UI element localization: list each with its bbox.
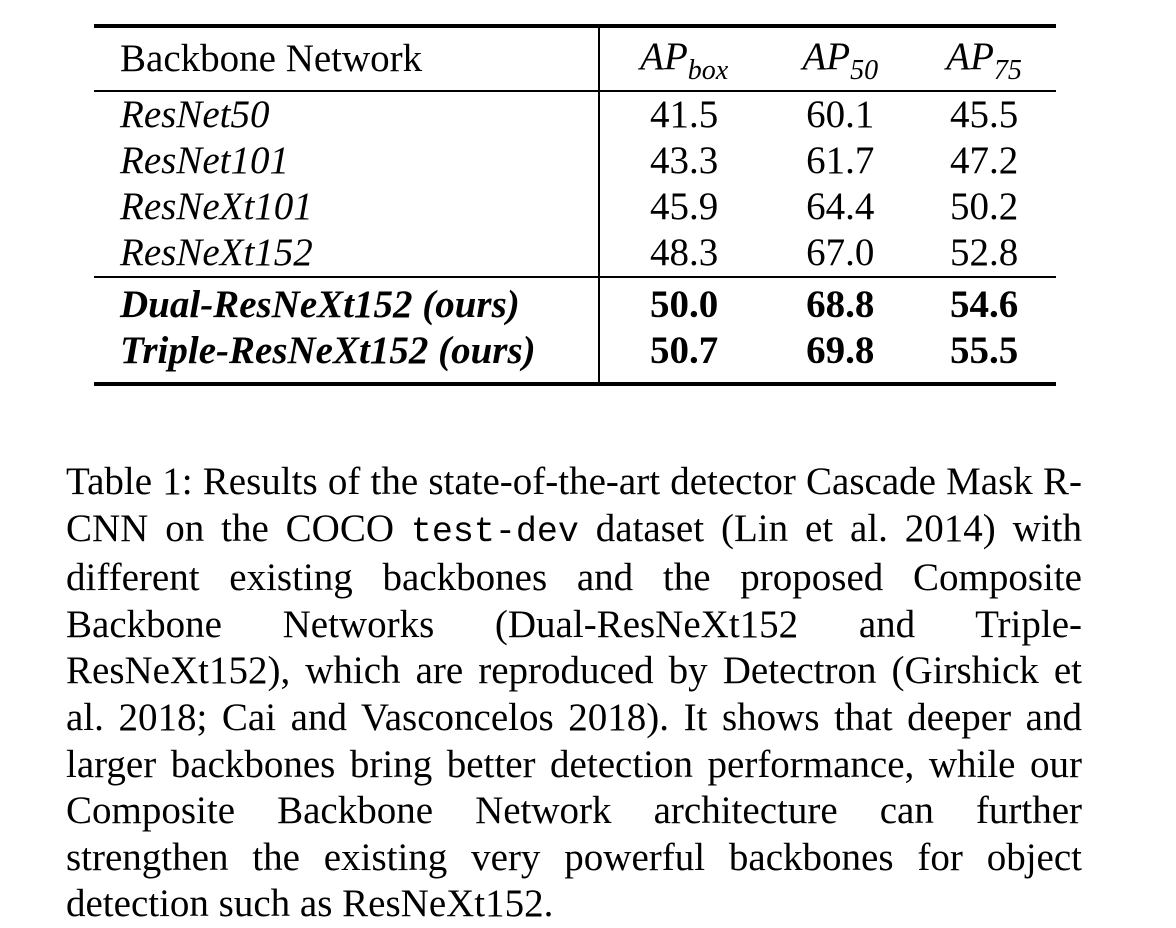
backbone-name: ResNet101 xyxy=(94,138,600,184)
table-row: ResNeXt101 45.9 64.4 50.2 xyxy=(94,184,1056,230)
table-caption: Table 1: Results of the state-of-the-art… xyxy=(66,459,1082,928)
results-table-container: Backbone Network APbox AP50 AP75 ResNet5… xyxy=(94,24,1056,386)
header-ap-50: AP50 xyxy=(768,26,913,92)
ap-75-value: 55.5 xyxy=(949,329,1019,372)
caption-text-part1: Table 1: Results of the state-of-the-art… xyxy=(66,460,1082,550)
ap-box-value: 41.5 xyxy=(650,93,719,136)
ap-50-value: 67.0 xyxy=(768,230,913,278)
backbone-name: ResNeXt101 xyxy=(94,184,600,230)
ap-box-value: 50.0 xyxy=(650,283,719,326)
backbone-name: ResNet50 xyxy=(94,91,600,138)
header-ap-75: AP75 xyxy=(912,26,1056,92)
header-ap-75-base: AP xyxy=(946,35,994,78)
table-row: ResNeXt152 48.3 67.0 52.8 xyxy=(94,230,1056,278)
backbone-name: Dual-ResNeXt152 (ours) xyxy=(94,277,600,328)
ap-50-value: 69.8 xyxy=(806,329,875,372)
ap-75-value: 45.5 xyxy=(949,93,1019,136)
header-ap-box-base: AP xyxy=(640,35,688,78)
backbone-name: Triple-ResNeXt152 (ours) xyxy=(94,328,600,384)
table-row-ours: Triple-ResNeXt152 (ours) 50.7 69.8 55.5 xyxy=(94,328,1056,384)
table-row: ResNet101 43.3 61.7 47.2 xyxy=(94,138,1056,184)
ap-50-value: 60.1 xyxy=(806,93,875,136)
ap-75-value: 50.2 xyxy=(949,185,1019,228)
ap-50-value: 64.4 xyxy=(806,185,875,228)
ap-box-value: 48.3 xyxy=(599,230,769,278)
header-backbone-network: Backbone Network xyxy=(94,26,600,92)
table-header-row: Backbone Network APbox AP50 AP75 xyxy=(94,26,1056,92)
caption-code-dataset: test-dev xyxy=(410,511,579,552)
ap-box-value: 50.7 xyxy=(650,329,719,372)
ap-75-value: 54.6 xyxy=(949,283,1019,326)
header-ap-75-sub: 75 xyxy=(993,55,1022,86)
header-ap-box-sub: box xyxy=(687,55,729,86)
header-ap-box: APbox xyxy=(599,26,769,92)
ap-box-value: 45.9 xyxy=(650,185,719,228)
ap-50-value: 61.7 xyxy=(806,139,875,182)
ap-75-value: 52.8 xyxy=(912,230,1056,278)
ap-75-value: 47.2 xyxy=(949,139,1019,182)
caption-text-part2: dataset (Lin et al. 2014) with different… xyxy=(66,506,1082,926)
ap-50-value: 68.8 xyxy=(806,283,875,326)
backbone-name: ResNeXt152 xyxy=(94,230,600,278)
results-table: Backbone Network APbox AP50 AP75 ResNet5… xyxy=(94,24,1056,386)
ap-box-value: 43.3 xyxy=(650,139,719,182)
table-row: ResNet50 41.5 60.1 45.5 xyxy=(94,91,1056,138)
header-ap-50-base: AP xyxy=(802,35,851,78)
table-row-ours: Dual-ResNeXt152 (ours) 50.0 68.8 54.6 xyxy=(94,277,1056,328)
header-ap-50-sub: 50 xyxy=(850,55,879,86)
